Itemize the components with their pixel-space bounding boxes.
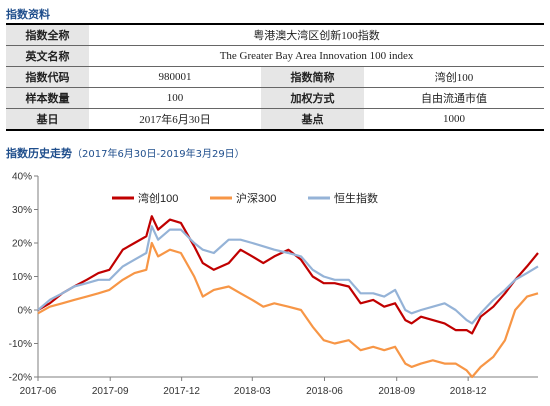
weighting-label: 加权方式: [261, 87, 364, 109]
legend-label: 湾创100: [138, 191, 178, 205]
legend-label: 恒生指数: [334, 191, 378, 205]
y-tick-label: 10%: [12, 272, 32, 283]
info-section-title: 指数资料: [6, 8, 50, 21]
y-tick-label: 0%: [18, 306, 33, 317]
table-row: 指数代码 980001 指数简称 湾创100: [6, 66, 545, 88]
english-name-label: 英文名称: [6, 45, 89, 67]
sample-count-value: 100: [89, 87, 261, 109]
series-line-2: [37, 241, 539, 379]
base-point-value: 1000: [443, 113, 466, 125]
legend-label: 沪深300: [236, 191, 276, 205]
weighting-value: 自由流通市值: [364, 87, 545, 109]
table-row: 样本数量 100 加权方式 自由流通市值: [6, 87, 545, 109]
table-row: 英文名称 The Greater Bay Area Innovation 100…: [6, 45, 545, 67]
english-name-value: The Greater Bay Area Innovation 100 inde…: [89, 45, 545, 67]
x-tick-label: 2017-06: [20, 386, 57, 397]
base-date-value: 2017年6月30日: [139, 114, 211, 126]
y-tick-label: 30%: [12, 205, 32, 216]
x-tick-label: 2018-12: [450, 386, 487, 397]
x-tick-label: 2017-12: [163, 386, 200, 397]
x-tick-label: 2018-06: [306, 386, 343, 397]
y-tick-label: 40%: [12, 172, 32, 183]
table-row: 基日 2017年6月30日 基点 1000: [6, 108, 544, 130]
table-row: 指数全称 粤港澳大湾区创新100指数: [6, 24, 545, 46]
index-code-value: 980001: [89, 66, 261, 88]
chart-title: 指数历史走势: [6, 147, 72, 160]
y-tick-label: 20%: [12, 239, 32, 250]
x-tick-label: 2017-09: [92, 386, 129, 397]
index-history-chart: -20% -10% 0% 10% 20% 30% 40% 2017-06 2017-09 2017…: [9, 172, 539, 397]
chart-subtitle: （2017年6月30日-2019年3月29日）: [72, 149, 245, 160]
full-name-value: 粤港澳大湾区创新100指数: [89, 24, 545, 46]
index-code-label: 指数代码: [6, 66, 89, 88]
sample-count-label: 样本数量: [6, 87, 89, 109]
x-tick-label: 2018-03: [234, 386, 271, 397]
series-line-3: [37, 225, 539, 325]
short-name-value: 湾创100: [364, 66, 545, 88]
base-date-label: 基日: [6, 108, 89, 130]
y-tick-label: -20%: [9, 373, 32, 384]
base-point-label: 基点: [261, 108, 364, 130]
x-tick-label: 2018-09: [378, 386, 415, 397]
chart-section-title: 指数历史走势（2017年6月30日-2019年3月29日）: [6, 145, 245, 161]
full-name-label: 指数全称: [6, 24, 89, 46]
index-info-table: 指数全称 粤港澳大湾区创新100指数 英文名称 The Greater Bay …: [6, 23, 545, 131]
y-tick-label: -10%: [9, 339, 32, 350]
short-name-label: 指数简称: [261, 66, 364, 88]
